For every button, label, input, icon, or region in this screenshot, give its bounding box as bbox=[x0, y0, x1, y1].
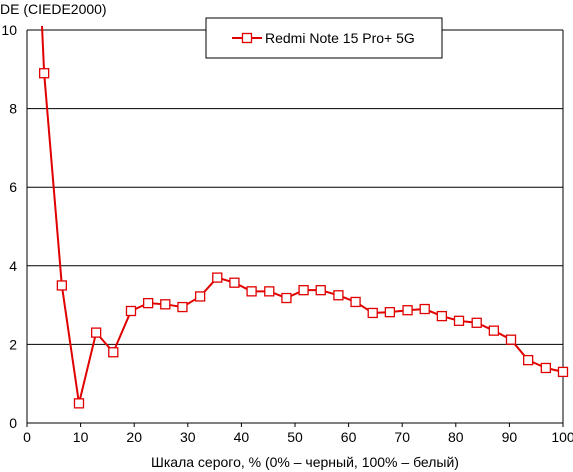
data-point-marker bbox=[402, 305, 413, 316]
x-tick-label: 10 bbox=[73, 429, 89, 445]
series-layer bbox=[39, 25, 569, 409]
y-tick-label: 2 bbox=[9, 336, 17, 352]
x-tick-label: 40 bbox=[234, 429, 250, 445]
y-tick-labels: 0 2 4 6 8 10 bbox=[1, 22, 17, 431]
data-point-marker bbox=[142, 297, 154, 309]
data-point-marker bbox=[246, 286, 257, 297]
data-point-marker bbox=[56, 280, 67, 291]
data-point-marker bbox=[488, 325, 500, 336]
data-point-marker bbox=[453, 315, 465, 326]
data-point-marker bbox=[177, 301, 188, 313]
data-point-marker bbox=[333, 290, 344, 301]
y-tick-label: 10 bbox=[1, 22, 17, 38]
x-tick-label: 100 bbox=[551, 429, 573, 445]
data-point-marker bbox=[229, 277, 240, 288]
data-point-marker bbox=[384, 307, 396, 318]
data-point-marker bbox=[212, 272, 223, 283]
data-point-marker bbox=[505, 334, 517, 345]
data-point-marker bbox=[350, 296, 361, 308]
data-point-marker bbox=[436, 310, 448, 322]
x-tick-labels: 0 10 20 30 40 50 60 70 80 90 100 bbox=[23, 429, 573, 445]
data-point-marker bbox=[367, 307, 378, 319]
data-point-marker bbox=[557, 366, 569, 378]
data-point-marker bbox=[523, 354, 534, 366]
data-point-marker bbox=[419, 303, 430, 315]
y-tick-label: 0 bbox=[9, 415, 17, 431]
legend: Redmi Note 15 Pro+ 5G bbox=[205, 17, 443, 59]
series-line bbox=[41, 25, 564, 405]
x-axis-label: Шкала серого, % (0% – черный, 100% – бел… bbox=[151, 454, 459, 470]
x-tick-label: 30 bbox=[180, 429, 196, 445]
data-point-marker bbox=[298, 285, 309, 296]
data-point-marker bbox=[315, 285, 326, 296]
x-tick-label: 0 bbox=[23, 429, 31, 445]
x-tick-label: 70 bbox=[394, 429, 410, 445]
data-point-marker bbox=[540, 362, 551, 374]
y-tick-label: 6 bbox=[9, 179, 17, 195]
axes bbox=[26, 30, 564, 427]
data-point-marker bbox=[73, 398, 85, 409]
data-point-marker bbox=[281, 292, 292, 304]
data-point-marker bbox=[471, 317, 482, 328]
gridlines bbox=[27, 29, 563, 345]
data-point-marker bbox=[194, 291, 206, 302]
y-axis-label: DE (CIEDE2000) bbox=[0, 1, 107, 17]
data-point-marker bbox=[160, 299, 171, 310]
data-point-marker bbox=[264, 286, 275, 297]
x-tick-label: 80 bbox=[448, 429, 464, 445]
data-point-marker bbox=[39, 68, 50, 79]
legend-marker-icon bbox=[241, 32, 253, 44]
y-tick-label: 8 bbox=[9, 101, 17, 117]
data-point-marker bbox=[125, 305, 137, 317]
x-tick-label: 20 bbox=[126, 429, 142, 445]
x-tick-label: 90 bbox=[502, 429, 518, 445]
x-tick-label: 60 bbox=[341, 429, 357, 445]
y-tick-label: 4 bbox=[9, 258, 17, 274]
x-tick-label: 50 bbox=[287, 429, 303, 445]
legend-entry-label: Redmi Note 15 Pro+ 5G bbox=[265, 30, 415, 46]
data-point-marker bbox=[90, 327, 102, 338]
data-point-marker bbox=[108, 347, 119, 358]
